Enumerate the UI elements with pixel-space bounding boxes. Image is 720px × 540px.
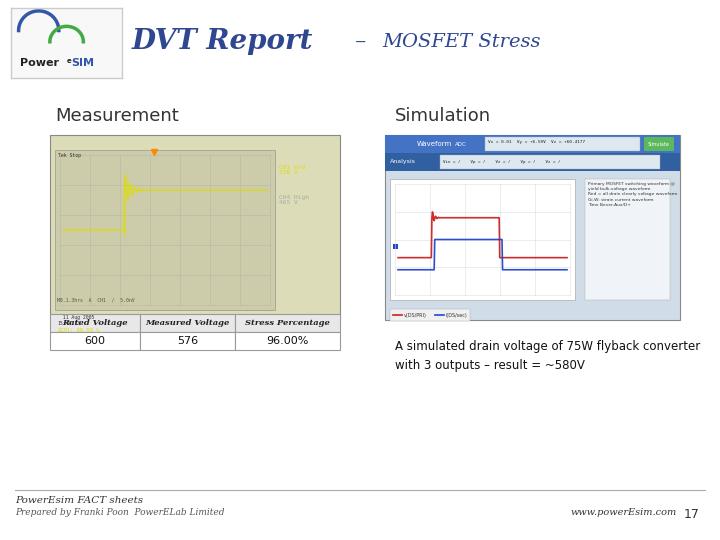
Text: Vx = 0.01  Vy = +6.50V  Vz = +60.4177: Vx = 0.01 Vy = +6.50V Vz = +60.4177 <box>488 140 585 144</box>
Text: CH4 High
465 V: CH4 High 465 V <box>279 194 309 205</box>
Text: 576: 576 <box>177 336 198 346</box>
Text: PowerEsim FACT sheets: PowerEsim FACT sheets <box>15 496 143 505</box>
Text: M8.1.3hrs  A  CH1  /  5.0nV: M8.1.3hrs A CH1 / 5.0nV <box>57 297 135 302</box>
Text: Waveform: Waveform <box>417 141 452 147</box>
Text: Simulate: Simulate <box>648 141 670 146</box>
Bar <box>50 314 140 332</box>
Bar <box>385 135 680 320</box>
Text: Prepared by Franki Poon  PowerELab Limited: Prepared by Franki Poon PowerELab Limite… <box>15 508 225 517</box>
Text: Rated Voltage: Rated Voltage <box>62 319 128 327</box>
Text: Power: Power <box>19 58 59 68</box>
Text: e: e <box>66 58 71 64</box>
Bar <box>390 309 470 321</box>
Text: DVT Report: DVT Report <box>132 28 313 55</box>
Bar <box>235 314 340 332</box>
Bar <box>585 179 670 300</box>
Bar <box>485 137 640 151</box>
Text: Simulation: Simulation <box>395 107 491 125</box>
Text: i(DS/sec): i(DS/sec) <box>446 313 468 318</box>
Text: –: – <box>348 31 373 53</box>
Bar <box>140 332 235 350</box>
Bar <box>390 179 575 300</box>
Bar <box>50 135 340 320</box>
Text: www.powerEsim.com: www.powerEsim.com <box>570 508 676 517</box>
Text: Measured Voltage: Measured Voltage <box>145 319 230 327</box>
Text: CH1 V/d
576 V: CH1 V/d 576 V <box>279 165 305 176</box>
Text: 11 Aug 2005
15:44:13: 11 Aug 2005 15:44:13 <box>57 315 94 326</box>
Bar <box>393 244 398 249</box>
Text: Primary MOSFET switching waveform @
yield bulk-voltage waveform
Red = all drain : Primary MOSFET switching waveform @ yiel… <box>588 182 678 207</box>
Text: Analysis: Analysis <box>390 159 416 165</box>
Text: SIM: SIM <box>71 58 94 68</box>
Text: v(DS/PRI): v(DS/PRI) <box>404 313 427 318</box>
Bar <box>385 135 680 153</box>
Text: ADC: ADC <box>455 141 467 146</box>
Text: ∆CH1: 96.00 %: ∆CH1: 96.00 % <box>57 328 99 333</box>
Bar <box>385 153 680 171</box>
Text: Vin = /    Vp = /    Vz = /    Vp = /    Vz = /: Vin = / Vp = / Vz = / Vp = / Vz = / <box>443 160 560 164</box>
Bar <box>50 332 140 350</box>
Text: 17: 17 <box>684 508 700 521</box>
Bar <box>55 150 275 310</box>
Bar <box>235 332 340 350</box>
Text: Stress Percentage: Stress Percentage <box>245 319 330 327</box>
Text: 600: 600 <box>84 336 106 346</box>
Bar <box>440 155 660 169</box>
Text: Tek Stop: Tek Stop <box>58 153 81 158</box>
Text: Measurement: Measurement <box>55 107 179 125</box>
Bar <box>140 314 235 332</box>
Text: A simulated drain voltage of 75W flyback converter
with 3 outputs – result = ~58: A simulated drain voltage of 75W flyback… <box>395 340 701 372</box>
Text: MOSFET Stress: MOSFET Stress <box>382 33 541 51</box>
Text: 96.00%: 96.00% <box>266 336 309 346</box>
FancyBboxPatch shape <box>644 137 674 151</box>
